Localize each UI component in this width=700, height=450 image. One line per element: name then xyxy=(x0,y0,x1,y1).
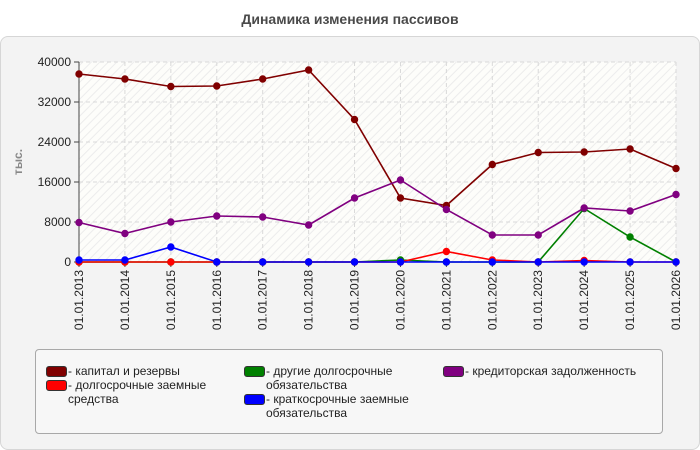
y-tick-label: 8000 xyxy=(44,215,71,229)
data-point xyxy=(672,190,680,199)
series-lines xyxy=(78,69,677,263)
grid-lines xyxy=(79,61,677,262)
y-tick-label: 32000 xyxy=(38,95,72,109)
data-point xyxy=(534,258,542,266)
data-point xyxy=(213,212,221,220)
data-point xyxy=(488,160,497,169)
x-axis-ticks: 01.01.2013 01.01.2014 01.01.2015 01.01.2016… xyxy=(72,262,683,330)
data-point xyxy=(672,164,680,173)
data-point xyxy=(442,258,451,266)
y-tick-label: 24000 xyxy=(38,135,72,149)
data-point xyxy=(121,229,129,238)
x-tick-label: 01.01.2018 xyxy=(302,270,316,330)
data-point xyxy=(626,207,634,215)
y-tick-label: 0 xyxy=(64,255,71,269)
series-line xyxy=(79,246,676,263)
legend-label: - краткосрочные заемные обязательства xyxy=(266,392,409,420)
data-point xyxy=(350,258,359,266)
plot-area xyxy=(79,62,676,262)
data-point xyxy=(213,82,221,90)
data-point xyxy=(396,194,405,202)
data-point xyxy=(396,258,405,266)
data-point xyxy=(258,213,267,221)
x-tick-label: 01.01.2024 xyxy=(577,270,591,330)
data-point xyxy=(534,231,542,239)
data-point xyxy=(580,148,588,156)
x-tick-label: 01.01.2021 xyxy=(439,270,453,330)
data-point xyxy=(626,233,634,241)
data-point xyxy=(304,66,313,74)
x-tick-label: 01.01.2022 xyxy=(485,270,499,330)
data-point xyxy=(442,205,451,214)
data-point xyxy=(258,75,267,83)
y-axis-label: тыс. xyxy=(11,149,25,175)
data-point xyxy=(167,218,175,226)
data-point xyxy=(75,218,83,227)
data-point xyxy=(304,221,313,229)
x-tick-label: 01.01.2020 xyxy=(393,270,407,330)
data-point xyxy=(442,247,451,256)
data-point xyxy=(350,194,359,202)
x-tick-label: 01.01.2015 xyxy=(164,270,178,330)
data-point xyxy=(213,258,221,266)
data-point xyxy=(580,204,588,212)
data-point xyxy=(304,258,313,266)
data-point xyxy=(488,258,497,266)
legend-swatch xyxy=(244,366,265,377)
series-line xyxy=(78,69,677,207)
x-tick-label: 01.01.2013 xyxy=(72,270,86,330)
x-tick-label: 01.01.2016 xyxy=(210,270,224,330)
data-point xyxy=(626,145,634,153)
data-point xyxy=(580,258,588,266)
y-tick-label: 16000 xyxy=(38,175,72,189)
legend-label: - кредиторская задолженность xyxy=(465,364,637,378)
data-point xyxy=(167,243,175,251)
legend-swatch xyxy=(244,394,265,405)
y-tick-label: 40000 xyxy=(38,55,72,69)
legend-swatch xyxy=(46,380,67,391)
y-axis-ticks: 0 8000 16000 24000 32000 40000 xyxy=(38,55,79,269)
data-point xyxy=(534,148,542,157)
data-point xyxy=(488,231,497,239)
data-point xyxy=(626,258,634,266)
data-point xyxy=(396,176,405,184)
x-tick-label: 01.01.2026 xyxy=(669,270,683,330)
data-point xyxy=(75,70,83,78)
x-tick-label: 01.01.2017 xyxy=(256,270,270,330)
x-tick-label: 01.01.2014 xyxy=(118,270,132,330)
legend-label: - капитал и резервы xyxy=(68,364,180,378)
x-tick-label: 01.01.2019 xyxy=(348,270,362,330)
legend: - капитал и резервы - долгосрочные заемн… xyxy=(35,349,663,434)
series-line xyxy=(78,179,677,236)
legend-swatch xyxy=(443,366,464,377)
data-point xyxy=(75,256,83,264)
legend-swatch xyxy=(46,366,67,377)
data-point xyxy=(167,82,175,91)
chart-title: Динамика изменения пассивов xyxy=(241,11,459,27)
data-point xyxy=(121,75,129,83)
data-point xyxy=(258,258,267,266)
x-tick-label: 01.01.2023 xyxy=(531,270,545,330)
data-point xyxy=(350,115,359,124)
series-points xyxy=(75,66,680,266)
data-point xyxy=(121,256,129,264)
data-point xyxy=(167,258,175,266)
x-tick-label: 01.01.2025 xyxy=(623,270,637,330)
legend-label: - другие долгосрочные обязательства xyxy=(266,364,393,392)
data-point xyxy=(672,258,680,266)
legend-label: - долгосрочные заемные средства xyxy=(68,378,207,406)
